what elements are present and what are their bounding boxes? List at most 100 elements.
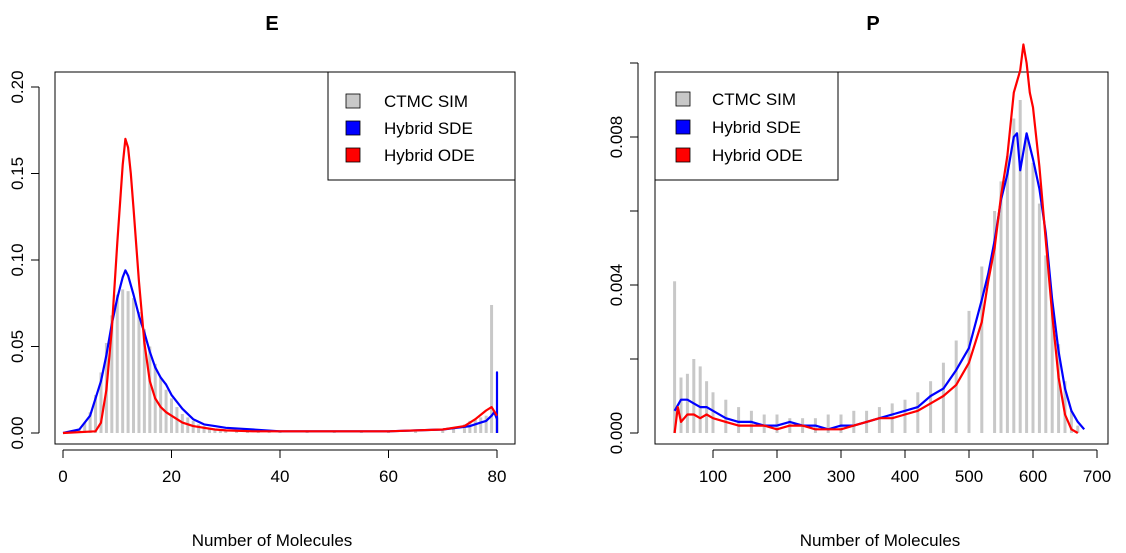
histogram-bar [1025, 137, 1029, 433]
histogram-bar [121, 289, 125, 433]
x-tick-label: 0 [58, 467, 67, 486]
histogram-bar [132, 298, 136, 433]
x-axis: 100 200 300 400 500 600 700 [699, 449, 1111, 486]
histogram-bar [993, 211, 997, 433]
histogram-bar [929, 381, 933, 433]
y-axis: 0.00 0.05 0.10 0.15 0.20 [8, 70, 40, 450]
panel-e: E 0 20 40 60 80 0.00 0.05 0.10 0.15 0.20 Number … [8, 13, 516, 550]
histogram-bar [762, 414, 766, 433]
x-axis: 0 20 40 60 80 [58, 449, 506, 486]
histogram-bar [692, 359, 696, 433]
x-tick-label: 100 [699, 467, 727, 486]
series-line-hybrid-sde [673, 132, 1086, 431]
panel-p: P 100 200 300 400 500 600 700 0.0000.0040.008 … [607, 13, 1111, 550]
histogram-bar [839, 414, 843, 433]
lines-layer [673, 43, 1086, 434]
histogram-bar [479, 417, 483, 433]
histogram-bar [999, 181, 1003, 433]
y-tick-label: 0.00 [8, 416, 27, 449]
legend-swatch-sde [675, 119, 691, 135]
histogram-bar [197, 424, 201, 433]
series-line-hybrid-ode [62, 137, 498, 435]
histogram-bar [1063, 381, 1067, 433]
legend-swatch-sde [345, 120, 361, 136]
legend-label-ctmc: CTMC SIM [712, 90, 796, 109]
histogram-bar [490, 304, 494, 433]
histogram-bar [1005, 155, 1009, 433]
histogram-bar [473, 419, 477, 433]
histogram-bar [775, 414, 779, 433]
y-tick-label: 0.10 [8, 243, 27, 276]
histogram-bar [852, 410, 856, 433]
y-tick-label: 0.05 [8, 330, 27, 363]
histogram-bar [218, 429, 222, 433]
histogram-bar [954, 340, 958, 433]
y-tick-label: 0.20 [8, 70, 27, 103]
legend: CTMC SIM Hybrid SDE Hybrid ODE [327, 71, 516, 181]
histogram-bar [235, 431, 239, 433]
histogram-bar [99, 372, 103, 433]
x-tick-label: 300 [827, 467, 855, 486]
y-tick-label: 0.000 [607, 412, 626, 455]
histogram-bar [941, 362, 945, 433]
x-tick-label: 60 [379, 467, 398, 486]
histogram-bar [88, 412, 92, 433]
plot-frame [654, 71, 1109, 445]
histogram-bar [452, 427, 456, 433]
histogram-bar [916, 392, 920, 433]
x-axis-label: Number of Molecules [192, 531, 353, 550]
histogram-bar [711, 392, 715, 433]
histogram-bar [1069, 410, 1073, 433]
histogram-bar [724, 399, 728, 433]
x-tick-label: 20 [162, 467, 181, 486]
histogram-bar [826, 414, 830, 433]
y-axis: 0.000 0.004 0.008 [607, 62, 639, 455]
histogram-bar [126, 291, 130, 433]
histogram-bar [94, 394, 98, 433]
histogram-bar [698, 366, 702, 433]
series-line-hybrid-sde [62, 269, 499, 435]
histogram-bar [83, 422, 87, 433]
histogram-bar [207, 427, 211, 433]
histogram-bar [1018, 100, 1022, 433]
histogram-bar [115, 294, 119, 433]
histogram-bar [414, 431, 418, 433]
histogram-bar [903, 399, 907, 433]
y-tick-label: 0.008 [607, 116, 626, 159]
lines-layer [62, 137, 499, 435]
chart-title: E [265, 13, 278, 35]
plot-frame [54, 71, 516, 445]
x-tick-label: 700 [1083, 467, 1111, 486]
histogram-bar [213, 428, 217, 433]
histogram-bar [137, 311, 141, 433]
histogram-bar [673, 281, 677, 433]
histogram-bar [202, 426, 206, 433]
histogram-bar [224, 430, 228, 433]
legend-label-sde: Hybrid SDE [712, 118, 801, 137]
histogram-bar [1076, 425, 1080, 433]
y-tick-label: 0.15 [8, 157, 27, 190]
histogram-bar [1044, 255, 1048, 433]
legend-swatch-ode [345, 147, 361, 163]
x-tick-label: 40 [271, 467, 290, 486]
histogram-bar [685, 373, 689, 433]
legend-swatch-ctmc [345, 93, 361, 109]
histogram-bar [148, 346, 152, 433]
legend-swatch-ode [675, 147, 691, 163]
legend-label-ode: Hybrid ODE [384, 146, 475, 165]
x-tick-label: 500 [955, 467, 983, 486]
histogram-bar [1031, 162, 1035, 433]
series-line-hybrid-ode [673, 43, 1079, 434]
histogram-bar [1012, 118, 1016, 433]
histogram-bar [110, 315, 114, 433]
histogram-bar [1050, 303, 1054, 433]
legend-label-sde: Hybrid SDE [384, 119, 473, 138]
x-tick-label: 600 [1019, 467, 1047, 486]
legend-label-ctmc: CTMC SIM [384, 92, 468, 111]
histogram-bar [462, 424, 466, 433]
histogram-bar [737, 407, 741, 433]
legend-swatch-ctmc [675, 91, 691, 107]
x-tick-label: 400 [891, 467, 919, 486]
histogram-layer [673, 100, 1080, 433]
